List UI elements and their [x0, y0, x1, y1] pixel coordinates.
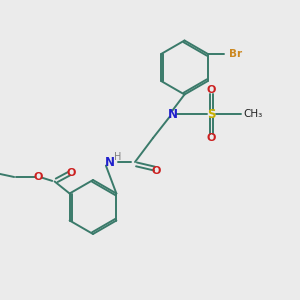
Text: O: O: [151, 166, 161, 176]
Text: CH₃: CH₃: [243, 109, 262, 119]
Text: Br: Br: [229, 49, 242, 59]
Text: N: N: [167, 107, 178, 121]
Text: O: O: [207, 85, 216, 95]
Text: N: N: [104, 155, 115, 169]
Text: O: O: [33, 172, 43, 182]
Text: S: S: [207, 107, 216, 121]
Text: H: H: [114, 152, 122, 163]
Text: O: O: [66, 167, 76, 178]
Text: O: O: [207, 133, 216, 143]
